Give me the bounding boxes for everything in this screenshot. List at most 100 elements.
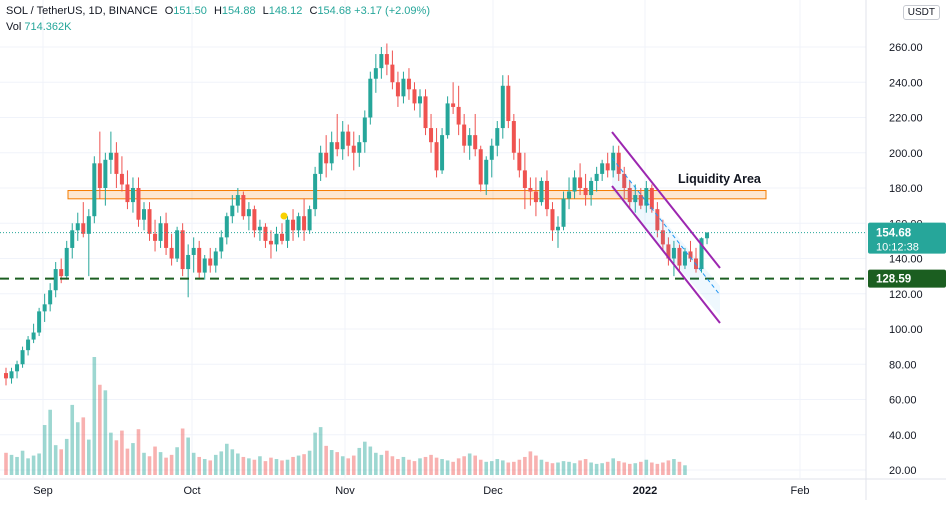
volume-bar xyxy=(644,459,649,475)
volume-bar xyxy=(252,459,257,475)
volume-bar xyxy=(478,459,483,475)
candle-body xyxy=(522,170,527,188)
candle-body xyxy=(4,373,8,379)
candle-body xyxy=(384,54,389,65)
volume-bar xyxy=(473,455,477,475)
candle-body xyxy=(638,195,643,206)
volume-bar xyxy=(125,448,130,475)
volume-bar xyxy=(340,456,345,475)
volume-bar xyxy=(467,453,472,475)
volume-bar xyxy=(346,458,351,475)
candle-body xyxy=(594,173,599,181)
candle-body xyxy=(219,237,224,252)
candle-body xyxy=(274,233,279,245)
candle-body xyxy=(175,230,180,259)
candle-body xyxy=(280,233,284,241)
price-tick-label: 220.00 xyxy=(889,113,923,125)
candle-body xyxy=(357,142,362,153)
volume-bar xyxy=(379,454,384,475)
volume-bar xyxy=(578,460,582,475)
liquidity-area-label: Liquidity Area xyxy=(678,172,762,186)
price-tick-label: 260.00 xyxy=(889,42,923,54)
candle-body xyxy=(495,128,500,146)
volume-bar xyxy=(120,430,124,475)
candle-body xyxy=(340,131,345,150)
low-label: L xyxy=(262,5,269,17)
volume-bar xyxy=(633,463,638,475)
candle-body xyxy=(97,163,102,188)
candle-body xyxy=(136,188,141,220)
candle-body xyxy=(313,173,318,210)
candle-body xyxy=(147,209,152,234)
volume-bar xyxy=(59,449,63,475)
currency-selector[interactable]: USDT xyxy=(902,5,940,20)
volume-bar xyxy=(550,463,555,475)
candle-body xyxy=(86,216,91,234)
volume-bar xyxy=(175,447,179,475)
candle-body xyxy=(324,152,329,164)
volume-bar xyxy=(241,456,246,475)
volume-bar xyxy=(70,404,75,475)
last-price-value: 154.68 xyxy=(876,228,912,240)
volume-bar xyxy=(583,459,588,475)
candle-body xyxy=(263,226,268,241)
candle-body xyxy=(302,216,307,231)
volume-bar xyxy=(429,454,433,475)
volume-bar xyxy=(639,461,643,475)
volume-bar xyxy=(462,456,466,475)
channel-midline xyxy=(611,157,721,296)
candle-body xyxy=(467,135,472,146)
candle-body xyxy=(164,223,169,248)
volume-bar xyxy=(666,460,671,475)
support-tag-bg xyxy=(868,269,946,288)
volume-bar xyxy=(313,432,317,475)
high-label: H xyxy=(213,5,222,17)
volume-bar xyxy=(302,454,306,475)
candle-body xyxy=(153,233,158,241)
candle-body xyxy=(539,180,544,203)
signal-dot xyxy=(280,212,288,220)
candle-body xyxy=(666,244,671,259)
time-tick-label: Dec xyxy=(483,485,503,497)
candle-body xyxy=(368,78,373,118)
candle-body xyxy=(64,247,69,277)
volume-bar xyxy=(219,451,224,475)
volume-bar xyxy=(683,465,687,475)
candle-body xyxy=(406,78,411,90)
channel-upper-line xyxy=(611,131,721,269)
candle-body xyxy=(224,216,229,238)
candle-body xyxy=(307,209,312,231)
symbol-title: SOL / TetherUS, 1D, BINANCE xyxy=(6,5,158,17)
candle-body xyxy=(329,142,334,164)
volume-bar xyxy=(213,454,218,475)
candle-body xyxy=(241,195,246,217)
volume-bar xyxy=(407,459,411,475)
volume-bar xyxy=(75,422,80,475)
volume-bar xyxy=(53,445,58,475)
time-tick-label: Nov xyxy=(335,485,355,497)
countdown-value: 10:12:38 xyxy=(876,242,919,254)
last-price-tag-bg xyxy=(868,222,946,254)
volume-bar xyxy=(186,437,190,475)
volume-bar xyxy=(368,446,373,475)
volume-bar xyxy=(169,454,174,475)
candle-body xyxy=(208,258,213,266)
candle-body xyxy=(180,230,185,270)
close-label: C xyxy=(309,5,318,17)
volume-bar xyxy=(423,456,428,475)
volume-bar xyxy=(594,463,599,475)
volume-bar xyxy=(650,462,654,475)
time-tick-label: Sep xyxy=(33,485,53,497)
candle-body xyxy=(506,85,511,122)
candle-body xyxy=(373,68,378,79)
volume-bar xyxy=(197,456,201,475)
volume-bar xyxy=(164,457,168,475)
candle-body xyxy=(53,269,58,291)
candle-body xyxy=(285,219,290,241)
volume-bar xyxy=(20,450,25,475)
volume-bar xyxy=(456,458,461,475)
low-value: 148.12 xyxy=(268,5,303,17)
candle-body xyxy=(440,135,445,171)
